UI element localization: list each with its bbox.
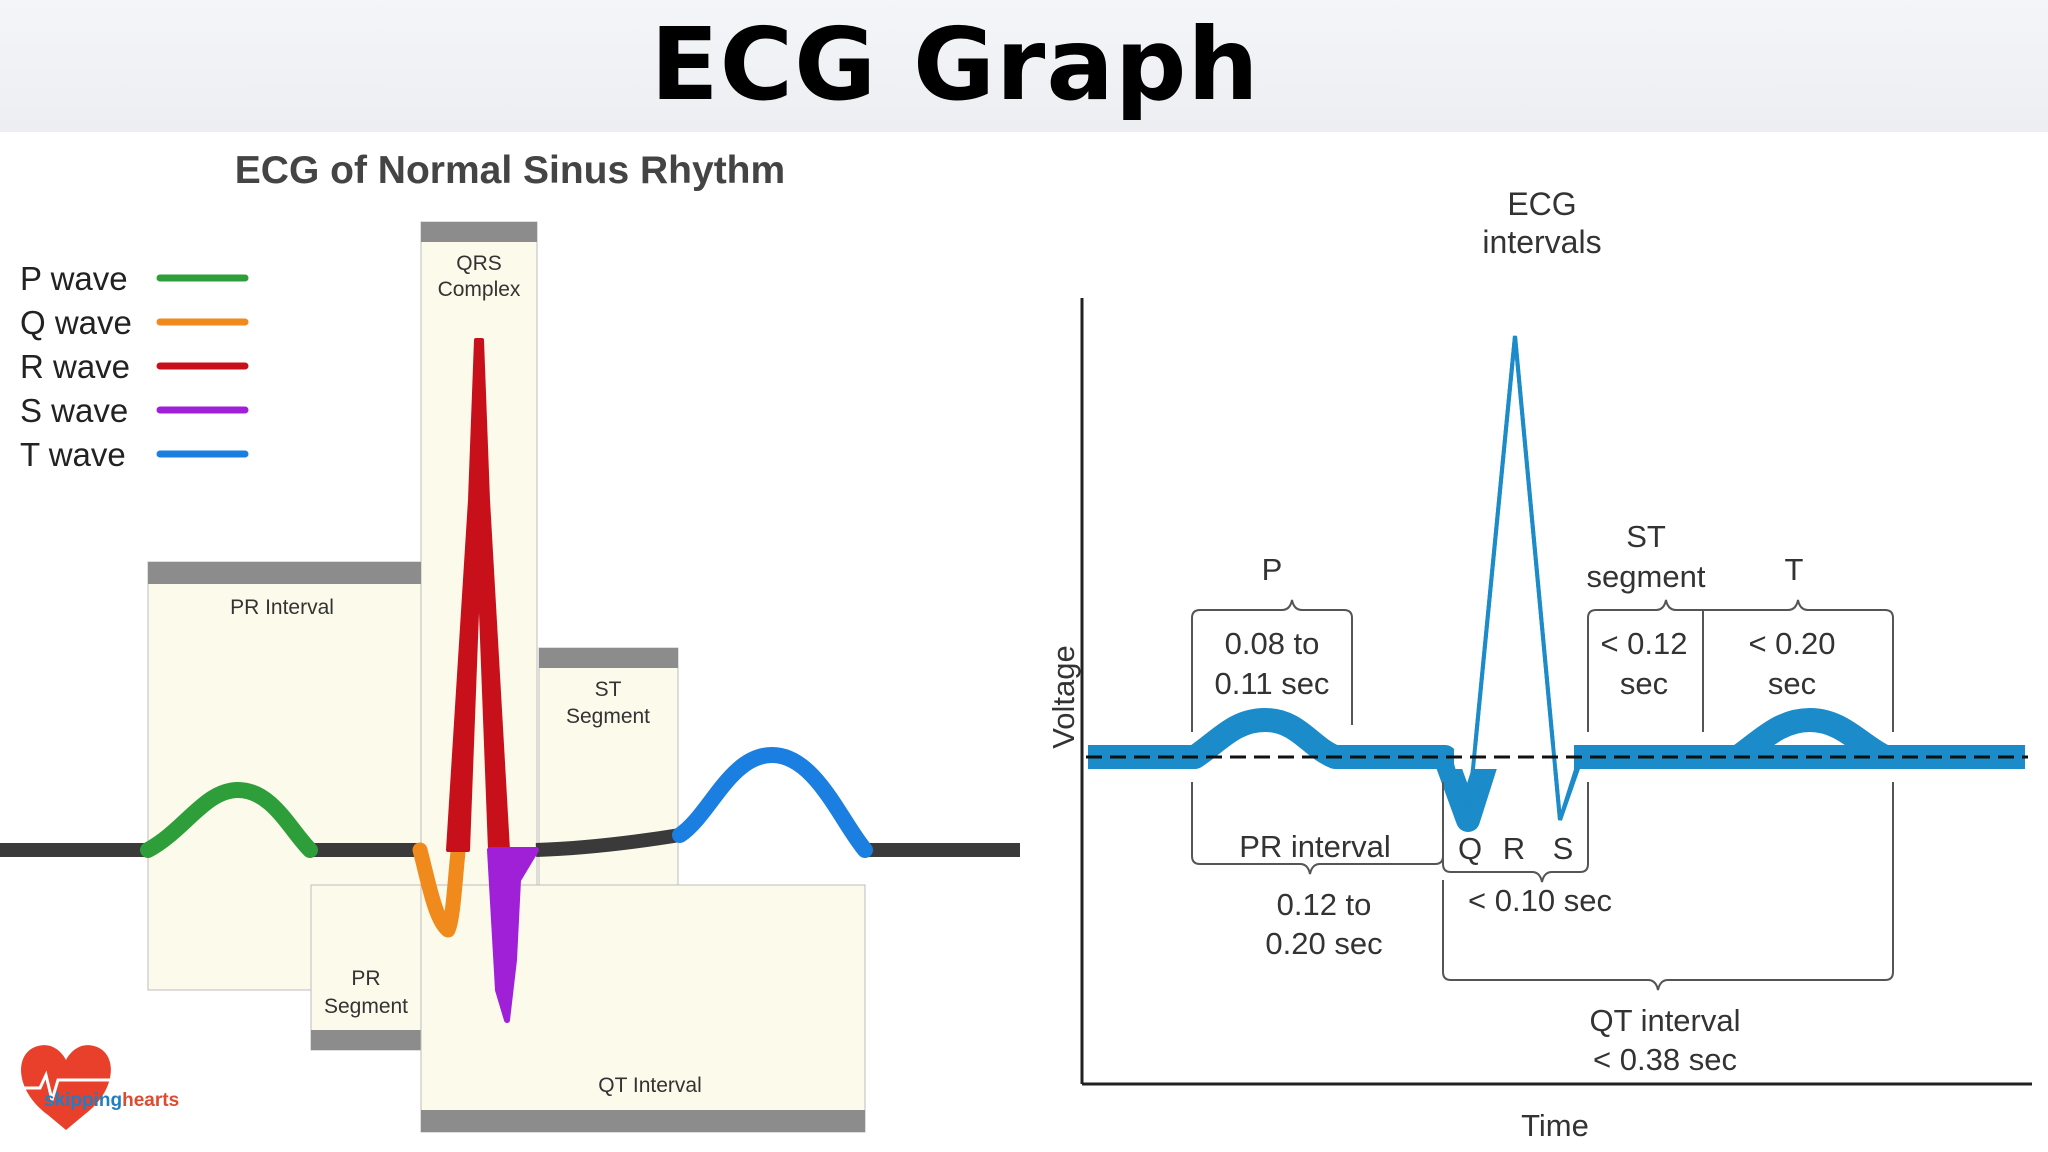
ecg-intervals-panel: ECG intervals Voltage Time P 0.08 to 0.1…	[1020, 140, 2048, 1152]
skippinghearts-logo: skippinghearts	[21, 1045, 179, 1130]
y-axis-label: Voltage	[1046, 645, 1081, 748]
pr-interval-label: PR interval	[1239, 829, 1391, 864]
p-label: P	[1262, 552, 1283, 587]
heartbeat-line-icon	[22, 1070, 110, 1106]
qrs-label-line2: Complex	[438, 278, 521, 301]
pr-segment-bar	[311, 1030, 421, 1050]
ecg-waveform	[0, 338, 1020, 1023]
t-label: T	[1785, 552, 1804, 587]
pr-segment-label-line1: PR	[351, 967, 380, 990]
qrs-duration-label: < 0.10 sec	[1468, 883, 1612, 918]
qt-interval-bar	[421, 1110, 865, 1132]
pr-duration-line1: 0.12 to	[1277, 887, 1372, 922]
t-duration-line1: < 0.20	[1748, 626, 1835, 661]
p-duration-line1: 0.08 to	[1225, 626, 1320, 661]
qrs-spike-trace	[1448, 335, 1582, 821]
t-wave-trace	[672, 747, 873, 858]
st-label-line2: segment	[1587, 559, 1706, 594]
ecg-intervals-diagram: ECG intervals Voltage Time P 0.08 to 0.1…	[1046, 186, 2032, 1143]
t-duration-line2: sec	[1768, 666, 1816, 701]
pr-interval-label: PR Interval	[230, 596, 334, 619]
x-axis-label: Time	[1521, 1108, 1589, 1143]
page-title: ECG Graph	[650, 6, 1260, 123]
st-segment-bar	[539, 648, 678, 668]
st-label-line1: ST	[1626, 519, 1666, 554]
s-wave-trace	[487, 847, 539, 1023]
p-bracket	[1191, 599, 1353, 732]
qt-duration-label: < 0.38 sec	[1593, 1042, 1737, 1077]
interval-labels: P 0.08 to 0.11 sec ST segment < 0.12 sec…	[1215, 519, 1836, 1077]
r-wave-trace	[446, 338, 510, 852]
left-panel-title: ECG of Normal Sinus Rhythm	[235, 149, 785, 192]
t-bracket	[1703, 599, 1894, 732]
logo-wordmark: skippinghearts	[44, 1090, 179, 1111]
legend-label-s: S wave	[20, 392, 128, 429]
right-title-line2: intervals	[1482, 224, 1601, 260]
normal-sinus-rhythm-panel: ECG of Normal Sinus Rhythm P wave Q wave…	[0, 140, 1020, 1152]
legend-label-t: T wave	[20, 436, 126, 473]
baseline-st-segment	[535, 828, 682, 857]
sinus-rhythm-diagram: ECG of Normal Sinus Rhythm P wave Q wave…	[0, 149, 1020, 1133]
pr-segment-label-line2: Segment	[324, 995, 408, 1018]
q-label: Q	[1458, 831, 1482, 866]
st-label-line2: Segment	[566, 705, 650, 728]
qrs-label-line1: QRS	[456, 252, 502, 275]
interval-brackets	[1191, 599, 1894, 991]
qrs-bracket	[1442, 782, 1589, 883]
s-label: S	[1553, 831, 1574, 866]
r-label: R	[1503, 831, 1525, 866]
title-band	[0, 0, 2048, 132]
pr-bracket	[1191, 782, 1444, 875]
q-wave-trace	[412, 842, 466, 938]
qt-interval-label: QT interval	[1589, 1003, 1740, 1038]
p-duration-line2: 0.11 sec	[1215, 666, 1330, 701]
p-wave-trace	[140, 782, 318, 858]
interval-boxes	[147, 221, 866, 1133]
wave-legend: P wave Q wave R wave S wave T wave	[20, 260, 249, 473]
st-bracket	[1587, 599, 1703, 732]
legend-label-q: Q wave	[20, 304, 132, 341]
heart-icon	[21, 1045, 111, 1130]
legend-label-r: R wave	[20, 348, 130, 385]
qrs-complex-bar	[421, 222, 537, 242]
st-label-line1: ST	[595, 678, 622, 701]
st-duration-line2: sec	[1620, 666, 1668, 701]
t-wave-thick-trace	[1730, 707, 1891, 768]
st-duration-line1: < 0.12	[1600, 626, 1687, 661]
qt-interval-label: QT Interval	[598, 1074, 701, 1097]
qt-bracket	[1442, 782, 1894, 991]
pr-interval-bar	[148, 562, 421, 584]
legend-label-p: P wave	[20, 260, 128, 297]
right-title-line1: ECG	[1507, 186, 1576, 222]
pr-duration-line2: 0.20 sec	[1265, 926, 1382, 961]
